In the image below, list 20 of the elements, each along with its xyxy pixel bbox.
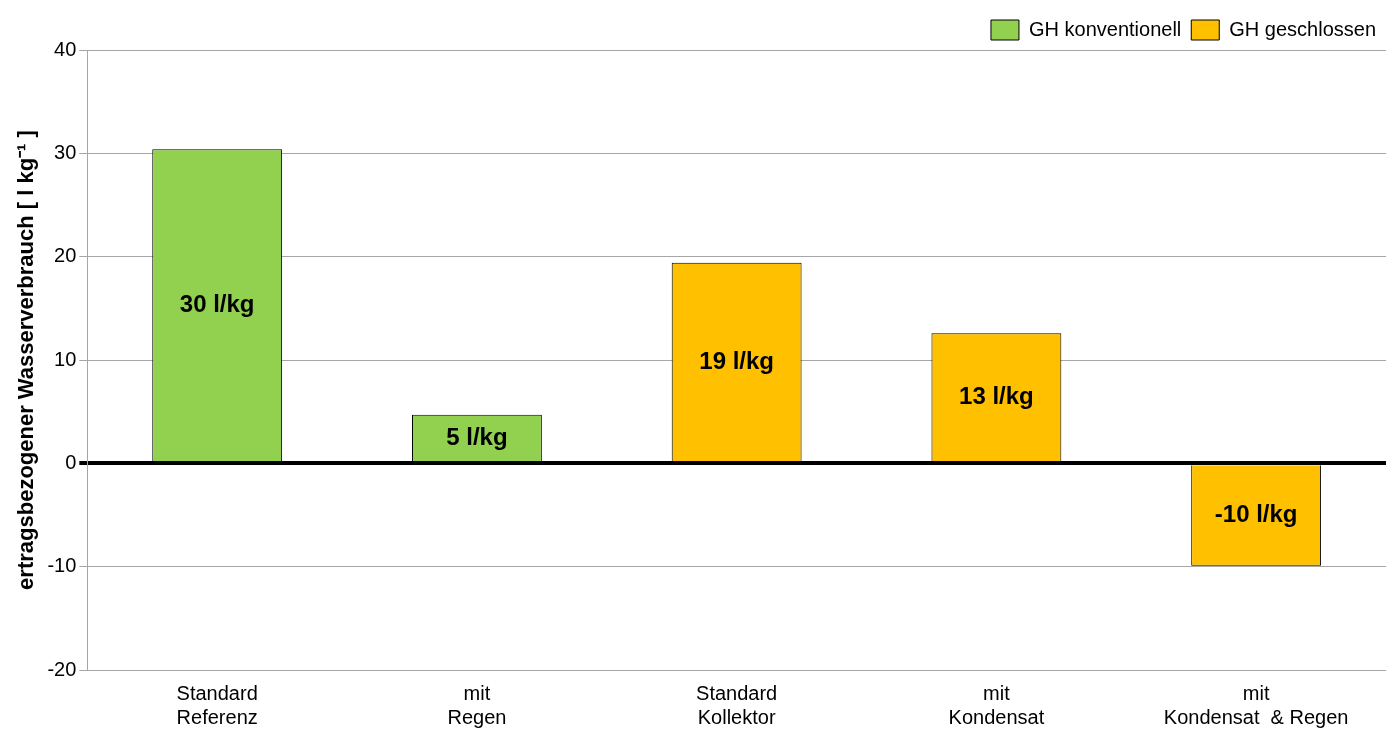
- legend-label: GH geschlossen: [1229, 17, 1377, 40]
- y-tick-label: 0: [65, 450, 77, 473]
- data-label: 5 l/kg: [446, 422, 508, 450]
- x-tick-label: mit Regen: [447, 681, 507, 728]
- data-label: -10 l/kg: [1214, 500, 1298, 528]
- y-tick-label: -20: [47, 657, 77, 680]
- x-tick-label: Standard Kollektor: [696, 681, 778, 728]
- x-tick-label: Standard Referenz: [176, 681, 258, 728]
- data-label: 30 l/kg: [179, 289, 255, 317]
- x-tick-label: mit Kondensat: [948, 681, 1045, 728]
- y-tick-label: -10: [47, 554, 77, 577]
- y-axis-title: ertragsbezogener Wasserverbrauch [ l kg⁻¹ ]: [13, 130, 39, 590]
- legend-label: GH konventionell: [1028, 17, 1182, 40]
- y-tick-label: 30: [54, 140, 77, 163]
- y-tick-label: 20: [54, 244, 77, 267]
- data-label: 19 l/kg: [699, 346, 775, 374]
- y-tick-label: 10: [54, 347, 77, 370]
- x-tick-label: mit Kondensat & Regen: [1163, 681, 1349, 728]
- data-label: 13 l/kg: [959, 381, 1034, 409]
- y-tick-label: 40: [54, 37, 77, 60]
